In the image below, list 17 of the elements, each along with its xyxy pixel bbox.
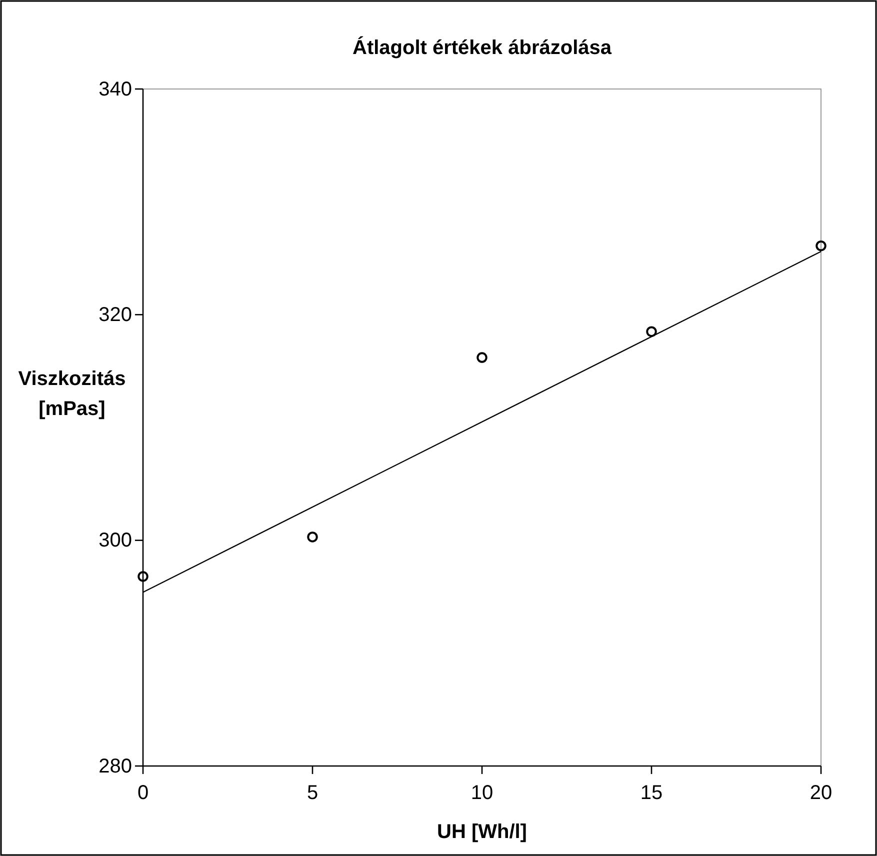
point xyxy=(138,571,148,582)
x-tick-label: 10 xyxy=(470,782,494,804)
y-tick-label: 320 xyxy=(98,304,132,326)
y-tick-label: 300 xyxy=(98,530,132,552)
point xyxy=(476,352,488,363)
y-tick-label: 280 xyxy=(98,755,132,778)
chart-title: Átlagolt értékek ábrázolása xyxy=(352,36,612,59)
point xyxy=(646,326,657,337)
x-tick-label: 15 xyxy=(640,782,663,804)
point xyxy=(307,532,318,542)
point xyxy=(816,240,826,252)
x-tick-label: 20 xyxy=(810,782,832,804)
y-tick-label: 340 xyxy=(98,78,132,100)
x-tick-label: 5 xyxy=(306,782,318,804)
y-axis-title: Viszkozitás [mPas] xyxy=(18,368,126,420)
x-tick-label: 0 xyxy=(137,782,149,804)
x-axis-title: UH [Wh/l] xyxy=(437,821,527,843)
